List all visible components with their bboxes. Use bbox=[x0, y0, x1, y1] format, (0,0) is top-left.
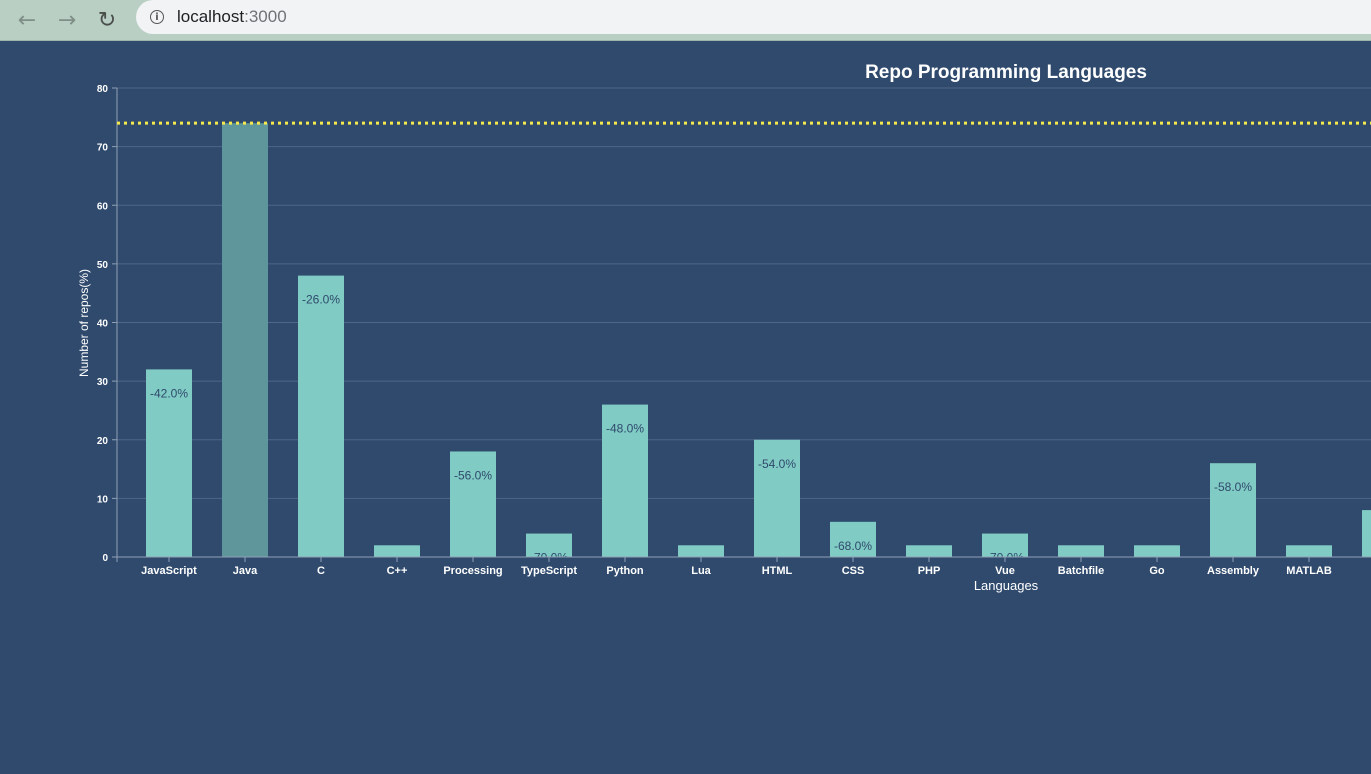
x-tick-label: HTML bbox=[762, 565, 793, 577]
x-tick-label: PHP bbox=[918, 565, 941, 577]
bar-value-label: -68.0% bbox=[834, 539, 872, 553]
bar[interactable] bbox=[298, 275, 344, 557]
url-port: :3000 bbox=[244, 7, 287, 26]
bar[interactable] bbox=[754, 439, 800, 557]
y-tick-label: 60 bbox=[97, 201, 109, 212]
bar[interactable] bbox=[1058, 545, 1104, 557]
bar-chart: -42.0%-26.0%-56.0%-70.0%-48.0%-54.0%-68.… bbox=[77, 62, 1371, 593]
x-tick-label: CSS bbox=[842, 565, 865, 577]
arrow-right-icon[interactable]: → bbox=[57, 7, 77, 33]
x-axis: JavaScript Java C C++ Processing TypeScript Py… bbox=[117, 556, 1371, 577]
bar[interactable] bbox=[830, 521, 876, 557]
x-tick-label: Lua bbox=[691, 565, 711, 577]
bar[interactable] bbox=[222, 123, 268, 558]
bar[interactable] bbox=[1362, 510, 1371, 557]
y-tick-label: 0 bbox=[102, 553, 108, 564]
x-axis-label: Languages bbox=[974, 578, 1039, 593]
x-tick-label: Java bbox=[233, 565, 258, 577]
arrow-left-icon[interactable]: ← bbox=[17, 7, 37, 33]
bar[interactable] bbox=[526, 533, 572, 557]
x-tick-label: MATLAB bbox=[1286, 565, 1332, 577]
browser-toolbar: ← → ↻ i localhost:3000 bbox=[0, 0, 1371, 41]
x-tick-label: TypeScript bbox=[521, 565, 577, 577]
y-axis: 0 10 20 30 40 50 60 70 80 bbox=[97, 84, 118, 564]
bar-value-label: -48.0% bbox=[606, 422, 644, 436]
address-bar[interactable]: i localhost:3000 bbox=[136, 0, 1371, 34]
x-tick-label: JavaScript bbox=[141, 565, 197, 577]
y-tick-label: 40 bbox=[97, 319, 109, 330]
y-tick-label: 50 bbox=[97, 260, 109, 271]
bar[interactable] bbox=[1210, 463, 1256, 557]
x-tick-label: Vue bbox=[995, 565, 1015, 577]
bar[interactable] bbox=[1286, 545, 1332, 557]
bars-layer bbox=[146, 123, 1371, 558]
chart-title: Repo Programming Languages bbox=[865, 62, 1147, 83]
y-tick-label: 20 bbox=[97, 436, 109, 447]
x-tick-label: Python bbox=[606, 565, 644, 577]
x-tick-label: Batchfile bbox=[1058, 565, 1104, 577]
y-tick-label: 80 bbox=[97, 84, 109, 95]
x-tick-label: Processing bbox=[443, 565, 502, 577]
bar[interactable] bbox=[602, 404, 648, 557]
bar-value-label: -42.0% bbox=[150, 386, 188, 400]
bar[interactable] bbox=[450, 451, 496, 557]
bar[interactable] bbox=[146, 369, 192, 557]
info-icon[interactable]: i bbox=[150, 10, 164, 24]
bar-value-label: -56.0% bbox=[454, 468, 492, 482]
bar[interactable] bbox=[1134, 545, 1180, 557]
x-tick-label: Go bbox=[1149, 565, 1165, 577]
x-tick-label: C++ bbox=[387, 565, 408, 577]
y-axis-label: Number of repos(%) bbox=[77, 269, 91, 377]
bar[interactable] bbox=[982, 533, 1028, 557]
bar-value-label: -58.0% bbox=[1214, 480, 1252, 494]
url-text[interactable]: localhost:3000 bbox=[177, 7, 287, 27]
x-tick-label: Assembly bbox=[1207, 565, 1260, 577]
bar-value-label: -54.0% bbox=[758, 457, 796, 471]
y-tick-label: 30 bbox=[97, 377, 109, 388]
y-tick-label: 70 bbox=[97, 143, 109, 154]
y-tick-label: 10 bbox=[97, 494, 109, 505]
bar-value-label: -26.0% bbox=[302, 293, 340, 307]
reload-icon[interactable]: ↻ bbox=[97, 7, 117, 33]
bar[interactable] bbox=[906, 545, 952, 557]
url-host: localhost bbox=[177, 7, 245, 26]
bar[interactable] bbox=[678, 545, 724, 557]
bar[interactable] bbox=[374, 545, 420, 557]
x-tick-label: C bbox=[317, 565, 325, 577]
